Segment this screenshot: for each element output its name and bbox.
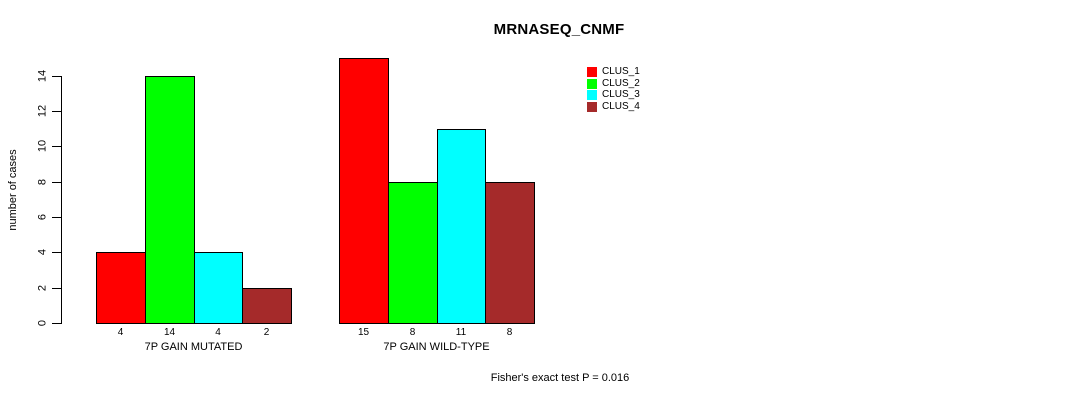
- y-tick: [52, 288, 61, 289]
- y-tick-label: 10: [36, 139, 49, 153]
- bar-clus_3-group1: [194, 252, 243, 324]
- bar-clus_3-group2: [437, 129, 486, 324]
- legend-label-clus_4: CLUS_4: [602, 101, 640, 112]
- y-axis-label: number of cases: [7, 149, 19, 231]
- legend: CLUS_1 CLUS_2 CLUS_3 CLUS_4: [587, 67, 667, 115]
- y-tick: [52, 111, 61, 112]
- bar-value-label: 14: [163, 327, 176, 338]
- bar-value-label: 15: [357, 327, 370, 338]
- bar-value-label: 8: [409, 327, 416, 338]
- y-tick-label: 4: [36, 248, 49, 256]
- bar-clus_2-group2: [388, 182, 438, 324]
- legend-label-clus_1: CLUS_1: [602, 66, 640, 77]
- bar-value-label: 4: [215, 327, 221, 338]
- y-tick: [52, 323, 61, 324]
- legend-label-clus_3: CLUS_3: [602, 89, 640, 100]
- y-tick-label: 12: [36, 104, 49, 118]
- y-tick-label: 14: [36, 69, 49, 83]
- legend-item-clus_2: CLUS_2: [587, 79, 640, 89]
- bar-clus_1-group2: [339, 58, 389, 324]
- bar-clus_4-group2: [485, 182, 535, 324]
- chart-title: MRNASEQ_CNMF: [493, 21, 625, 38]
- y-tick: [52, 217, 61, 218]
- annotation-fisher-test: Fisher's exact test P = 0.016: [490, 372, 630, 384]
- y-tick: [52, 182, 61, 183]
- y-tick-label: 0: [36, 319, 49, 327]
- x-group-label-1: 7P GAIN MUTATED: [144, 341, 243, 353]
- bar-clus_1-group1: [96, 252, 146, 324]
- y-tick-label: 8: [36, 178, 49, 186]
- y-tick: [52, 252, 61, 253]
- legend-item-clus_4: CLUS_4: [587, 102, 640, 112]
- x-group-label-2: 7P GAIN WILD-TYPE: [383, 341, 490, 353]
- bar-clus_4-group1: [242, 288, 292, 324]
- y-tick-label: 6: [36, 213, 49, 221]
- bar-clus_2-group1: [145, 76, 195, 324]
- legend-swatch-clus_4: [587, 102, 597, 112]
- legend-label-clus_2: CLUS_2: [602, 78, 640, 89]
- legend-swatch-clus_2: [587, 79, 597, 89]
- y-tick: [52, 76, 61, 77]
- y-axis: [61, 76, 62, 324]
- y-tick-label: 2: [36, 284, 49, 292]
- legend-swatch-clus_1: [587, 67, 597, 77]
- legend-item-clus_3: CLUS_3: [587, 90, 640, 100]
- bar-value-label: 8: [506, 327, 513, 338]
- bar-value-label: 4: [117, 327, 124, 338]
- y-tick: [52, 146, 61, 147]
- legend-swatch-clus_3: [587, 90, 597, 100]
- bar-value-label: 2: [263, 327, 270, 338]
- bar-value-label: 11: [455, 327, 467, 338]
- legend-item-clus_1: CLUS_1: [587, 67, 640, 77]
